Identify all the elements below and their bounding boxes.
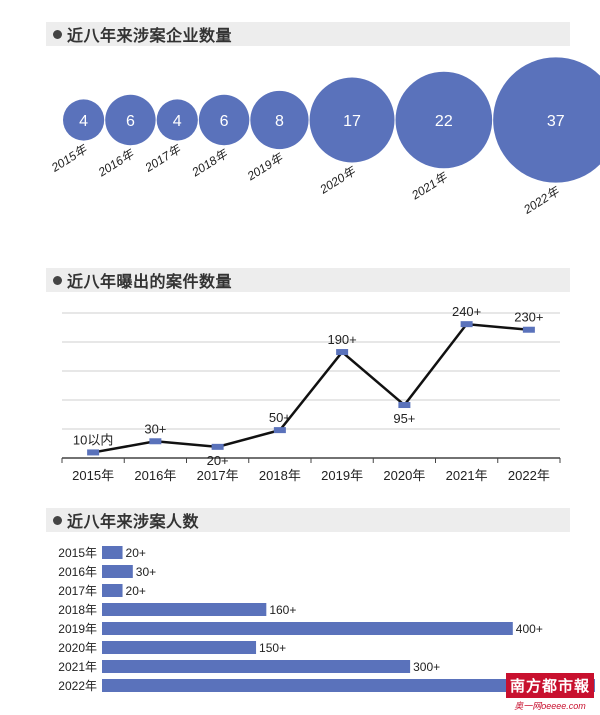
- section-header-people: 近八年来涉案人数: [46, 508, 570, 532]
- bar-chart-people: 2015年 20+ 2016年 30+ 2017年 20+ 2018年 160+ 2019年 40…: [58, 546, 595, 693]
- line-chart-cases: 10以内 2015年 30+ 2016年 20+2017年 50+ 2018年 190+ 201…: [61, 304, 561, 483]
- bar-category-label: 2021年: [58, 660, 97, 674]
- bubble-3: [198, 94, 250, 146]
- bar-category-label: 2017年: [58, 584, 97, 598]
- section-title-cases: 近八年曝出的案件数量: [67, 274, 233, 291]
- bubble-year-label: 2019年: [244, 150, 287, 184]
- bubble-value-label: 37: [547, 113, 565, 130]
- line-point: [87, 449, 100, 456]
- bar-value-label: 20+: [126, 546, 146, 560]
- bubble-year-label: 2016年: [95, 146, 138, 180]
- line-point: [336, 349, 349, 356]
- bar-category-label: 2022年: [58, 679, 97, 693]
- bar-category-label: 2020年: [58, 641, 97, 655]
- bubble-year-label: 2017年: [142, 141, 185, 175]
- section-header-cases: 近八年曝出的案件数量: [46, 268, 570, 292]
- bubble-year-label: 2018年: [189, 146, 232, 180]
- bar-value-label: 20+: [126, 584, 146, 598]
- bubble-chart-companies: 4 2015年 6 2016年 4 2017年 6 2018年 8 2019年 17 2020年 22 2…: [48, 57, 600, 217]
- section-title-people: 近八年来涉案人数: [67, 514, 200, 531]
- bubble-7: [493, 57, 600, 183]
- line-data-label: 240+: [452, 304, 481, 319]
- bar: [102, 679, 595, 692]
- bar: [102, 660, 411, 673]
- bubble-2: [156, 99, 198, 141]
- section-title-companies: 近八年来涉案企业数量: [67, 28, 233, 45]
- section-header-companies: 近八年来涉案企业数量: [46, 22, 570, 46]
- bubble-4: [250, 90, 309, 150]
- line-data-label: 230+: [514, 310, 543, 325]
- bar-value-label: 400+: [516, 622, 543, 636]
- line-data-label: 50+: [269, 410, 291, 425]
- bubble-value-label: 17: [343, 113, 361, 130]
- bubble-value-label: 6: [126, 113, 135, 130]
- series-line: [92, 322, 529, 454]
- bar-value-label: 30+: [136, 565, 156, 579]
- line-data-label: 10以内: [73, 432, 113, 447]
- bar: [102, 603, 267, 616]
- watermark-brand: 南方都市報: [505, 673, 594, 698]
- bar-category-label: 2019年: [58, 622, 97, 636]
- line-data-label: 190+: [327, 332, 356, 347]
- bar-value-label: 300+: [413, 660, 440, 674]
- bubble-1: [105, 94, 156, 146]
- bar: [102, 584, 123, 597]
- line-point: [149, 438, 162, 445]
- bar-category-label: 2015年: [58, 546, 97, 560]
- x-tick-label: 2018年: [259, 468, 301, 483]
- bullet-dot-icon: [53, 29, 62, 39]
- x-tick-label: 2021年: [446, 468, 488, 483]
- bubble-value-label: 6: [220, 113, 229, 130]
- line-data-label: 20+: [207, 453, 229, 468]
- watermark-logo: 南方都市報 奥一网oeeee.com: [505, 673, 594, 712]
- line-point: [460, 321, 473, 328]
- bubble-year-label: 2020年: [317, 163, 360, 197]
- x-tick-label: 2020年: [383, 468, 425, 483]
- bar: [102, 565, 133, 578]
- bar-value-label: 150+: [259, 641, 286, 655]
- bubble-year-label: 2022年: [520, 183, 563, 217]
- x-tick-label: 2019年: [321, 468, 363, 483]
- bubble-6: [395, 71, 493, 169]
- bubble-value-label: 8: [275, 113, 284, 130]
- x-tick-label: 2017年: [197, 468, 239, 483]
- bar: [102, 546, 123, 559]
- bubble-value-label: 4: [79, 113, 88, 130]
- bubble-year-label: 2015年: [48, 141, 91, 175]
- bubble-5: [309, 77, 395, 163]
- bubble-value-label: 4: [173, 113, 182, 130]
- bubble-0: [63, 99, 105, 141]
- x-tick-label: 2022年: [508, 468, 550, 483]
- line-point: [398, 402, 411, 409]
- bullet-dot-icon: [53, 275, 62, 285]
- bar-value-label: 160+: [269, 603, 296, 617]
- x-tick-label: 2015年: [72, 468, 114, 483]
- line-data-label: 95+: [393, 411, 415, 426]
- bar: [102, 641, 257, 654]
- bubble-year-label: 2021年: [408, 169, 451, 203]
- x-tick-label: 2016年: [134, 468, 176, 483]
- line-point: [522, 326, 535, 333]
- bar-category-label: 2016年: [58, 565, 97, 579]
- line-data-label: 30+: [144, 421, 166, 436]
- bubble-value-label: 22: [435, 113, 453, 130]
- bullet-dot-icon: [53, 515, 62, 525]
- line-point: [273, 427, 286, 434]
- bar: [102, 622, 513, 635]
- bar-category-label: 2018年: [58, 603, 97, 617]
- line-point: [211, 443, 224, 450]
- watermark-site: 奥一网oeeee.com: [514, 701, 586, 711]
